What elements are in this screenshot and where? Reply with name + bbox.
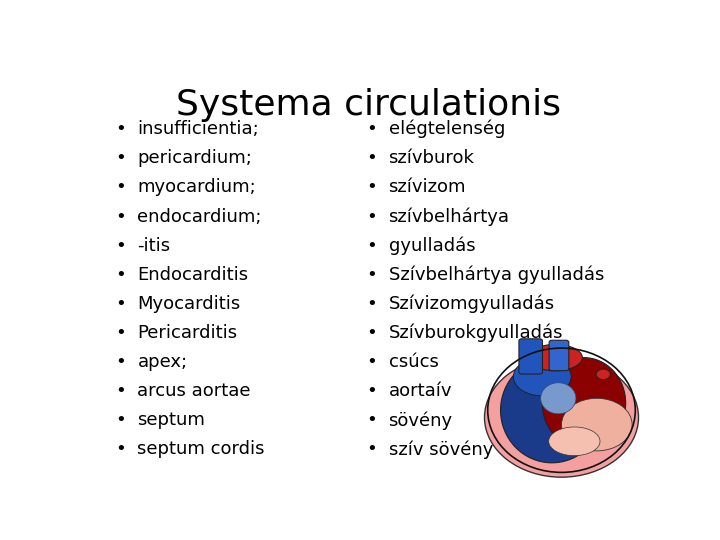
Text: szívbelhártya: szívbelhártya bbox=[389, 207, 510, 226]
Text: septum cordis: septum cordis bbox=[138, 441, 265, 458]
Text: •: • bbox=[115, 266, 126, 284]
Text: csúcs: csúcs bbox=[389, 353, 438, 371]
Text: Pericarditis: Pericarditis bbox=[138, 324, 238, 342]
Ellipse shape bbox=[513, 357, 571, 396]
Text: •: • bbox=[115, 382, 126, 400]
Text: myocardium;: myocardium; bbox=[138, 178, 256, 197]
Ellipse shape bbox=[541, 383, 576, 414]
Text: Systema circulationis: Systema circulationis bbox=[176, 87, 562, 122]
Text: aortaív: aortaív bbox=[389, 382, 452, 400]
Text: •: • bbox=[366, 353, 377, 371]
Text: •: • bbox=[115, 324, 126, 342]
Text: •: • bbox=[366, 237, 377, 255]
Text: •: • bbox=[366, 382, 377, 400]
FancyBboxPatch shape bbox=[549, 340, 569, 370]
Text: •: • bbox=[366, 266, 377, 284]
Text: insufficientia;: insufficientia; bbox=[138, 120, 259, 138]
Text: septum: septum bbox=[138, 411, 205, 429]
Text: Szívbelhártya gyulladás: Szívbelhártya gyulladás bbox=[389, 266, 604, 284]
Text: •: • bbox=[115, 150, 126, 167]
Text: •: • bbox=[115, 120, 126, 138]
Text: •: • bbox=[366, 441, 377, 458]
Text: •: • bbox=[115, 441, 126, 458]
Ellipse shape bbox=[528, 345, 582, 371]
Text: •: • bbox=[115, 295, 126, 313]
Text: •: • bbox=[366, 150, 377, 167]
Text: •: • bbox=[366, 207, 377, 226]
Ellipse shape bbox=[500, 357, 603, 463]
Text: sövény: sövény bbox=[389, 411, 453, 429]
Text: endocardium;: endocardium; bbox=[138, 207, 262, 226]
Text: Myocarditis: Myocarditis bbox=[138, 295, 240, 313]
Text: pericardium;: pericardium; bbox=[138, 150, 252, 167]
Text: •: • bbox=[115, 353, 126, 371]
Text: elégtelenség: elégtelenség bbox=[389, 120, 505, 138]
Text: •: • bbox=[115, 207, 126, 226]
Text: apex;: apex; bbox=[138, 353, 187, 371]
Ellipse shape bbox=[562, 399, 632, 451]
Text: gyulladás: gyulladás bbox=[389, 237, 475, 255]
Text: •: • bbox=[366, 324, 377, 342]
Text: •: • bbox=[366, 178, 377, 197]
Text: -itis: -itis bbox=[138, 237, 171, 255]
Ellipse shape bbox=[549, 427, 600, 456]
Text: szívizom: szívizom bbox=[389, 178, 466, 197]
Text: •: • bbox=[115, 411, 126, 429]
FancyBboxPatch shape bbox=[519, 339, 542, 374]
Text: •: • bbox=[366, 411, 377, 429]
Ellipse shape bbox=[542, 357, 626, 449]
Ellipse shape bbox=[485, 357, 639, 477]
Text: szív sövény: szív sövény bbox=[389, 440, 493, 458]
Ellipse shape bbox=[596, 369, 611, 380]
Text: Szívburokgyulladás: Szívburokgyulladás bbox=[389, 324, 563, 342]
Text: Endocarditis: Endocarditis bbox=[138, 266, 248, 284]
Text: •: • bbox=[366, 295, 377, 313]
Text: •: • bbox=[115, 178, 126, 197]
Text: Szívizomgyulladás: Szívizomgyulladás bbox=[389, 295, 554, 313]
Text: •: • bbox=[366, 120, 377, 138]
Text: •: • bbox=[115, 237, 126, 255]
Text: szívburok: szívburok bbox=[389, 150, 474, 167]
Text: arcus aortae: arcus aortae bbox=[138, 382, 251, 400]
